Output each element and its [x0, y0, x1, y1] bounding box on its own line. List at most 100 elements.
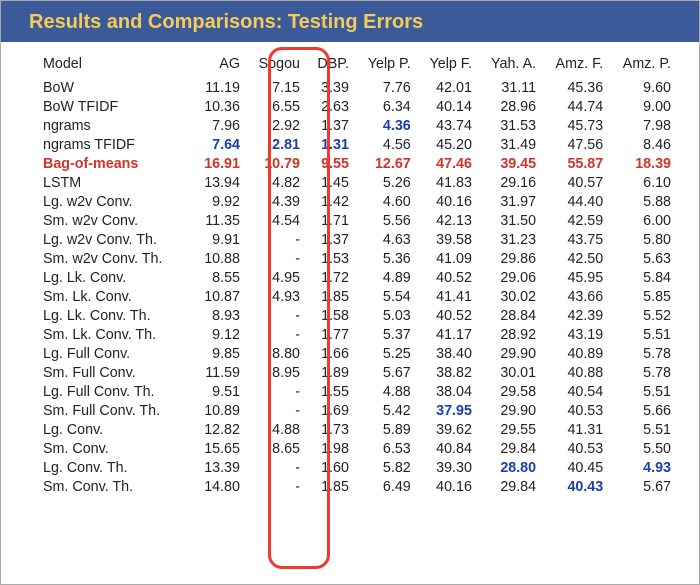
value-cell: 5.50 — [609, 439, 677, 458]
value-cell: 41.83 — [417, 173, 478, 192]
value-cell: 40.57 — [542, 173, 609, 192]
model-cell: Lg. w2v Conv. — [37, 192, 192, 211]
value-cell: 1.66 — [306, 344, 355, 363]
value-cell: 6.10 — [609, 173, 677, 192]
value-cell: 29.90 — [478, 401, 542, 420]
value-cell: 4.82 — [246, 173, 306, 192]
model-cell: Sm. Conv. Th. — [37, 477, 192, 496]
table-row: Sm. Full Conv. Th.10.89-1.695.4237.9529.… — [37, 401, 677, 420]
model-cell: BoW — [37, 78, 192, 97]
value-cell: 5.78 — [609, 363, 677, 382]
table-row: Lg. Full Conv. Th.9.51-1.554.8838.0429.5… — [37, 382, 677, 401]
value-cell: - — [246, 325, 306, 344]
value-cell: 1.31 — [306, 135, 355, 154]
value-cell: 5.03 — [355, 306, 417, 325]
value-cell: 42.39 — [542, 306, 609, 325]
slide-title: Results and Comparisons: Testing Errors — [1, 1, 699, 42]
value-cell: 9.92 — [192, 192, 246, 211]
value-cell: 4.56 — [355, 135, 417, 154]
value-cell: 5.63 — [609, 249, 677, 268]
value-cell: 5.26 — [355, 173, 417, 192]
value-cell: 6.34 — [355, 97, 417, 116]
value-cell: 5.52 — [609, 306, 677, 325]
value-cell: 5.85 — [609, 287, 677, 306]
value-cell: 5.67 — [609, 477, 677, 496]
value-cell: 29.16 — [478, 173, 542, 192]
value-cell: 1.37 — [306, 230, 355, 249]
table-row: ngrams7.962.921.374.3643.7431.5345.737.9… — [37, 116, 677, 135]
value-cell: 41.09 — [417, 249, 478, 268]
value-cell: 5.54 — [355, 287, 417, 306]
value-cell: 5.82 — [355, 458, 417, 477]
value-cell: 40.52 — [417, 306, 478, 325]
column-header: Model — [37, 52, 192, 78]
value-cell: - — [246, 306, 306, 325]
value-cell: 1.98 — [306, 439, 355, 458]
value-cell: 6.49 — [355, 477, 417, 496]
value-cell: 45.20 — [417, 135, 478, 154]
value-cell: 10.88 — [192, 249, 246, 268]
value-cell: 29.84 — [478, 477, 542, 496]
value-cell: 41.41 — [417, 287, 478, 306]
value-cell: 1.73 — [306, 420, 355, 439]
model-cell: Sm. Conv. — [37, 439, 192, 458]
value-cell: 40.45 — [542, 458, 609, 477]
value-cell: 47.56 — [542, 135, 609, 154]
table-row: Lg. Lk. Conv. Th.8.93-1.585.0340.5228.84… — [37, 306, 677, 325]
value-cell: 9.60 — [609, 78, 677, 97]
value-cell: 1.42 — [306, 192, 355, 211]
value-cell: 9.55 — [306, 154, 355, 173]
model-cell: Lg. Full Conv. — [37, 344, 192, 363]
value-cell: 31.23 — [478, 230, 542, 249]
value-cell: 29.86 — [478, 249, 542, 268]
value-cell: 31.49 — [478, 135, 542, 154]
value-cell: 29.55 — [478, 420, 542, 439]
value-cell: 31.50 — [478, 211, 542, 230]
column-header: Yah. A. — [478, 52, 542, 78]
column-header: Yelp F. — [417, 52, 478, 78]
value-cell: 4.89 — [355, 268, 417, 287]
value-cell: 37.95 — [417, 401, 478, 420]
model-cell: Bag-of-means — [37, 154, 192, 173]
value-cell: 13.39 — [192, 458, 246, 477]
value-cell: 1.55 — [306, 382, 355, 401]
table-row: Lg. Lk. Conv.8.554.951.724.8940.5229.064… — [37, 268, 677, 287]
value-cell: 38.82 — [417, 363, 478, 382]
value-cell: 40.53 — [542, 401, 609, 420]
column-header: DBP. — [306, 52, 355, 78]
value-cell: 10.89 — [192, 401, 246, 420]
value-cell: 5.78 — [609, 344, 677, 363]
value-cell: 6.00 — [609, 211, 677, 230]
value-cell: 1.37 — [306, 116, 355, 135]
value-cell: 29.90 — [478, 344, 542, 363]
value-cell: 39.45 — [478, 154, 542, 173]
value-cell: 4.93 — [246, 287, 306, 306]
value-cell: 45.95 — [542, 268, 609, 287]
value-cell: 11.19 — [192, 78, 246, 97]
value-cell: 42.01 — [417, 78, 478, 97]
value-cell: 28.92 — [478, 325, 542, 344]
model-cell: Sm. w2v Conv. — [37, 211, 192, 230]
value-cell: - — [246, 382, 306, 401]
value-cell: 7.15 — [246, 78, 306, 97]
table-row: Lg. Conv. Th.13.39-1.605.8239.3028.8040.… — [37, 458, 677, 477]
column-header: Sogou — [246, 52, 306, 78]
slide: Results and Comparisons: Testing Errors … — [0, 0, 700, 585]
model-cell: Lg. Conv. — [37, 420, 192, 439]
value-cell: 4.39 — [246, 192, 306, 211]
value-cell: 1.60 — [306, 458, 355, 477]
value-cell: 5.37 — [355, 325, 417, 344]
model-cell: Lg. Full Conv. Th. — [37, 382, 192, 401]
value-cell: 29.06 — [478, 268, 542, 287]
value-cell: - — [246, 401, 306, 420]
value-cell: - — [246, 477, 306, 496]
value-cell: 9.91 — [192, 230, 246, 249]
value-cell: 42.13 — [417, 211, 478, 230]
value-cell: 9.12 — [192, 325, 246, 344]
value-cell: 40.43 — [542, 477, 609, 496]
table-row: Bag-of-means16.9110.799.5512.6747.4639.4… — [37, 154, 677, 173]
value-cell: 1.69 — [306, 401, 355, 420]
value-cell: 40.52 — [417, 268, 478, 287]
value-cell: 16.91 — [192, 154, 246, 173]
value-cell: 29.58 — [478, 382, 542, 401]
